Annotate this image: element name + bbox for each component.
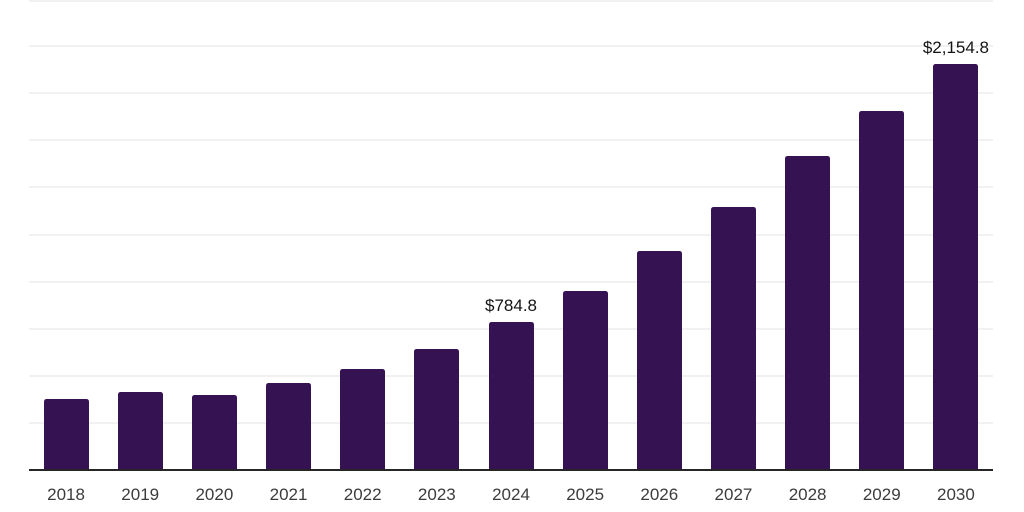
bar-2021 bbox=[266, 382, 312, 470]
x-tick-2018: 2018 bbox=[47, 485, 85, 504]
x-tick-2030: 2030 bbox=[937, 485, 975, 504]
x-tick-2026: 2026 bbox=[640, 485, 679, 504]
x-axis-line bbox=[29, 469, 993, 471]
gridline bbox=[29, 139, 993, 142]
bar-2027 bbox=[710, 206, 756, 470]
bar-2020 bbox=[191, 395, 237, 470]
x-tick-2020: 2020 bbox=[195, 485, 234, 504]
gridline bbox=[29, 45, 993, 48]
bar-2024 bbox=[488, 322, 534, 470]
data-label-2024: $784.8 bbox=[485, 296, 537, 316]
gridline bbox=[29, 280, 993, 283]
bar-2019 bbox=[117, 392, 163, 470]
x-tick-2028: 2028 bbox=[788, 485, 827, 504]
gridline bbox=[29, 186, 993, 189]
bar-2022 bbox=[340, 369, 386, 470]
x-tick-2024: 2024 bbox=[492, 485, 530, 504]
bar-2028 bbox=[785, 155, 831, 470]
gridline bbox=[29, 0, 993, 2]
bar-2025 bbox=[562, 290, 608, 470]
x-tick-2025: 2025 bbox=[566, 485, 605, 504]
x-tick-2021: 2021 bbox=[269, 485, 308, 504]
data-label-2030: $2,154.8 bbox=[922, 38, 990, 58]
x-tick-2029: 2029 bbox=[862, 485, 901, 504]
x-tick-2023: 2023 bbox=[417, 485, 456, 504]
x-tick-2019: 2019 bbox=[121, 485, 160, 504]
x-tick-2027: 2027 bbox=[714, 485, 753, 504]
bar-2029 bbox=[859, 111, 905, 470]
bar-2023 bbox=[414, 349, 460, 470]
bar-2018 bbox=[43, 398, 89, 470]
gridline bbox=[29, 92, 993, 95]
gridline bbox=[29, 233, 993, 236]
x-tick-2022: 2022 bbox=[343, 485, 382, 504]
bar-2030 bbox=[933, 64, 979, 470]
bar-2026 bbox=[636, 251, 682, 470]
